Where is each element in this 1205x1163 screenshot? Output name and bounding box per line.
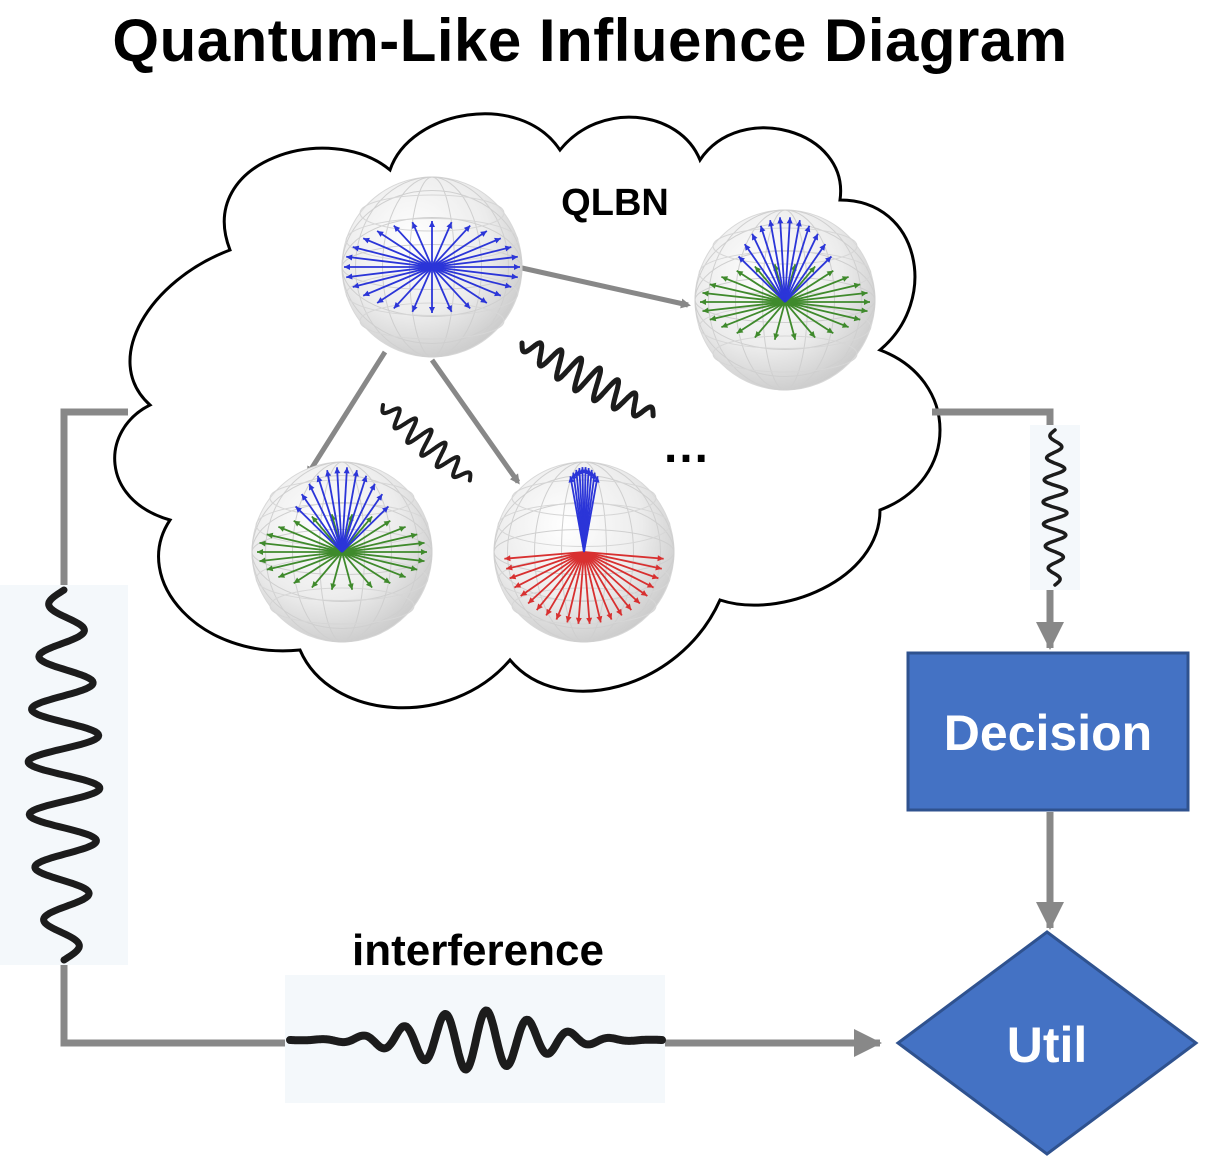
wave-right-vertical xyxy=(1041,428,1069,587)
wave-cloud-lower xyxy=(380,403,473,483)
ellipsis-label: … xyxy=(662,420,710,473)
wave-left-vertical xyxy=(24,586,104,964)
wave-cloud-upper xyxy=(519,340,656,419)
decision-label: Decision xyxy=(944,705,1152,761)
page-title: Quantum-Like Influence Diagram xyxy=(112,7,1068,74)
bloch-sphere-lower-left xyxy=(251,461,433,643)
bloch-sphere-right xyxy=(694,209,876,391)
interference-label: interference xyxy=(352,926,604,975)
sphere-group xyxy=(251,176,876,643)
util-node[interactable]: Util xyxy=(895,930,1199,1156)
bloch-sphere-lower-middle xyxy=(493,461,675,643)
qlbn-label: QLBN xyxy=(561,182,669,224)
wave-group xyxy=(24,340,1069,1074)
decision-node[interactable]: Decision xyxy=(906,651,1190,812)
arrow-sphere1-to-sphere3 xyxy=(305,350,388,477)
wave-interference xyxy=(286,1006,666,1074)
util-label: Util xyxy=(1007,1017,1088,1073)
bloch-sphere-top xyxy=(341,176,523,358)
arrow-sphere1-to-sphere2 xyxy=(521,265,691,309)
arrow-sphere1-to-sphere4 xyxy=(429,358,521,485)
